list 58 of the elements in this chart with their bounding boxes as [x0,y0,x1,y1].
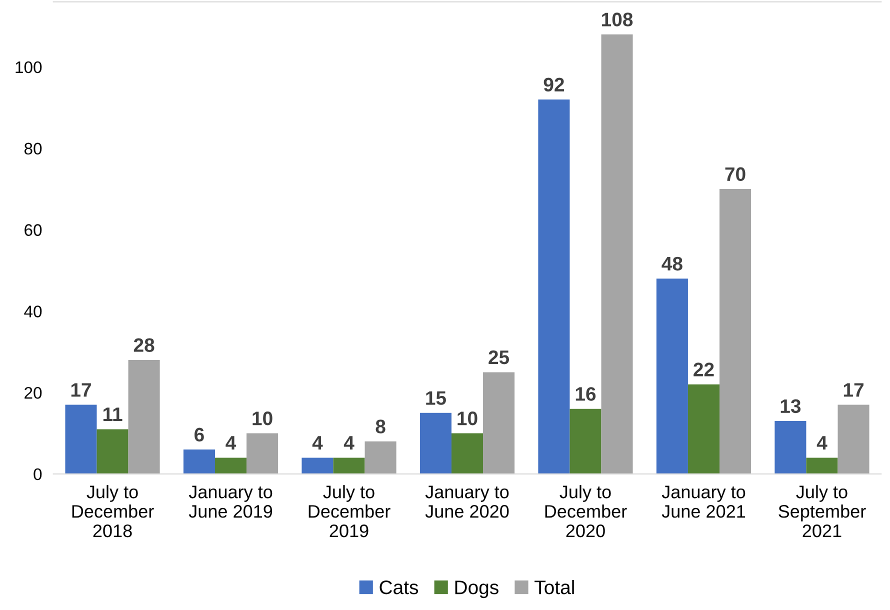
data-label: 4 [226,436,236,450]
data-label: 11 [103,408,122,421]
legend-label: Total [534,580,574,594]
bar [688,384,720,474]
data-label: 16 [576,387,596,401]
data-label: 92 [544,78,564,92]
data-label: 17 [844,383,864,397]
legend-label: Dogs [455,580,498,598]
bar [451,433,484,474]
bar [483,372,515,474]
data-label: 4 [312,436,323,450]
y-tick-label: 80 [24,142,42,155]
legend-label: Cats [380,580,418,594]
y-tick-label: 100 [16,61,42,74]
y-tick-label: 0 [34,468,42,480]
x-tick-label: January to June 2019 [188,486,272,518]
bar [420,412,452,474]
bar [215,458,247,474]
bar [65,404,97,474]
bar [601,34,633,474]
data-label: 108 [602,12,633,26]
bar [838,404,870,474]
y-tick-label: 20 [24,386,42,399]
data-label: 8 [376,420,386,434]
data-label: 28 [134,338,154,352]
bar [128,360,160,474]
data-label: 4 [816,436,828,450]
bar [333,458,365,474]
data-label: 70 [725,167,746,182]
data-label: 10 [458,411,478,426]
y-tick-label: 60 [24,224,42,236]
x-tick-label: July to December 2018 [72,485,154,538]
x-tick-label: July to September 2021 [778,485,866,538]
x-tick-label: July to December 2020 [545,485,627,538]
bar [96,429,128,474]
data-label: 4 [344,436,354,450]
x-tick-label: January to June 2021 [662,486,746,518]
bar [302,458,334,474]
bar [246,433,278,474]
bar [720,189,752,474]
data-label: 13 [780,399,801,414]
x-tick-label: July to December 2019 [308,485,390,538]
bar [570,408,602,474]
bar [183,450,215,474]
data-label: 22 [694,362,714,376]
data-label: 10 [252,411,272,426]
bar [538,100,570,474]
bar [806,458,838,474]
data-label: 17 [71,383,91,397]
bar [774,421,806,474]
data-label: 15 [426,391,446,405]
bar [364,441,396,474]
bar [656,278,688,474]
data-label: 25 [488,350,510,364]
data-label: 48 [662,256,682,271]
data-label: 6 [194,428,204,442]
y-tick-label: 40 [24,306,42,318]
x-tick-label: January to June 2020 [425,486,509,518]
